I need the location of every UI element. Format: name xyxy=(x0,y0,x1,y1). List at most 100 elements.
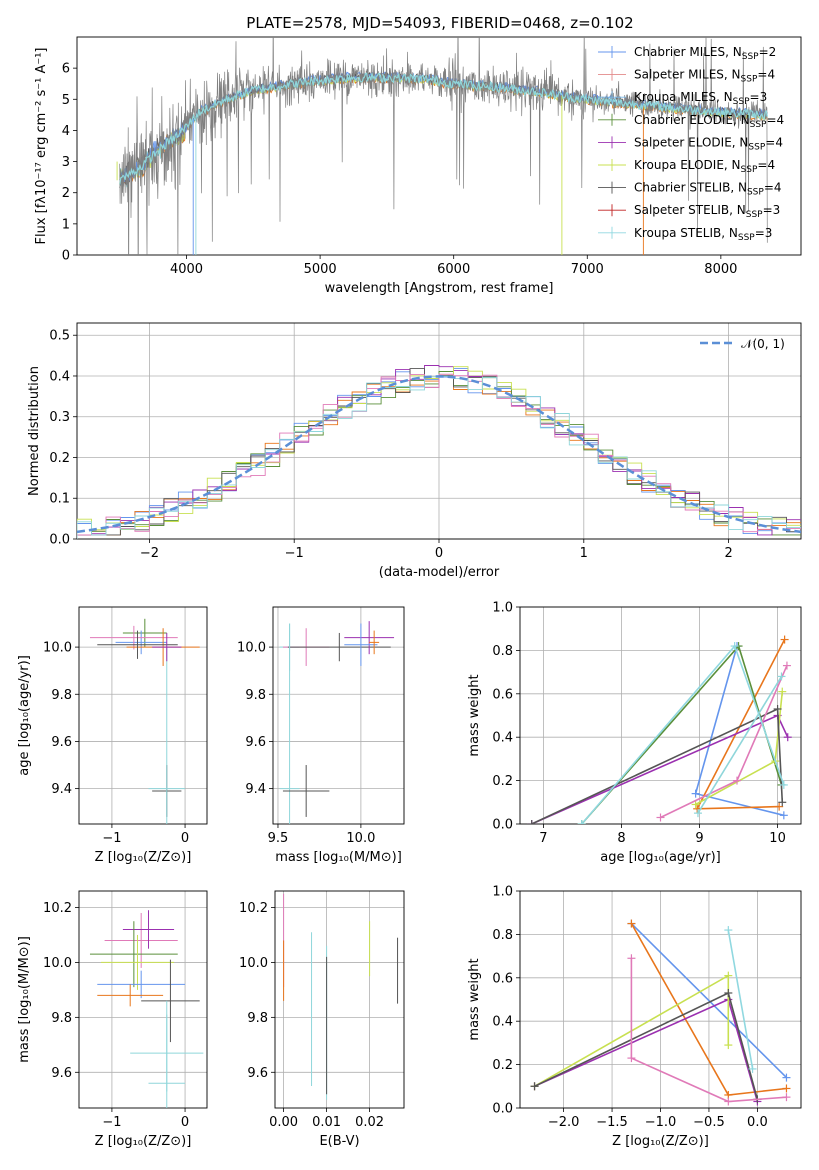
legend-entry: Kroupa ELODIE, NSSP=4 xyxy=(634,158,775,175)
legend-sub: SSP xyxy=(748,142,765,152)
mw_vs_Z-xtick-label: −1.0 xyxy=(645,1115,677,1130)
mw_vs_Z-frame xyxy=(519,890,802,1109)
mass_vs_Z-ytick-label: 10.0 xyxy=(43,956,72,971)
mass_vs_ebv-xtick-label: 0.02 xyxy=(355,1115,384,1130)
age_vs_Z-axes: −1 0 9.4 9.6 9.8 10.0 Z [log₁₀(Z/Z⊙)] age [log₁… xyxy=(17,606,208,865)
mw_vs_Z-ytick-label: 1.0 xyxy=(492,885,513,900)
age_vs_Z-ytick-label: 9.8 xyxy=(51,688,72,703)
legend-entry: Kroupa MILES, NSSP=3 xyxy=(634,90,767,107)
legend-tail: =4 xyxy=(764,181,782,195)
mass_vs_Z-ylabel: mass [log₁₀(M/M⊙)] xyxy=(17,936,32,1063)
spectrum-xtick-label: 8000 xyxy=(704,262,737,277)
mass_vs_ebv-ytick-label: 10.0 xyxy=(239,956,268,971)
residuals-ylabel: Normed distribution xyxy=(27,366,42,496)
best-fit-spectrum-line xyxy=(119,72,768,185)
mass-weight-line xyxy=(630,922,788,1079)
mw_vs_age-xtick-label: 8 xyxy=(617,831,625,846)
legend-entry: Chabrier ELODIE, NSSP=4 xyxy=(634,113,784,130)
residuals-frame xyxy=(76,322,802,540)
mass-weight-line xyxy=(581,644,783,824)
spectrum-ytick-label: 4 xyxy=(62,124,70,139)
spectrum-xlabel: wavelength [Angstrom, rest frame] xyxy=(325,281,554,296)
residuals-plot xyxy=(77,365,801,539)
legend-sub: SSP xyxy=(746,210,763,220)
age_vs_mass-frame xyxy=(272,606,405,825)
age_vs_mass-xlabel: mass [log₁₀(M/M⊙)] xyxy=(275,850,402,865)
age_vs_mass-plot xyxy=(279,621,395,824)
mw_vs_age-ytick-label: 0.8 xyxy=(492,644,513,659)
residual-histogram-step xyxy=(77,365,801,539)
spectrum-ytick-label: 0 xyxy=(62,249,70,264)
legend-sub: SSP xyxy=(733,97,750,107)
mass_vs_ebv-frame xyxy=(274,890,405,1109)
age_vs_Z-ytick-label: 10.0 xyxy=(43,641,72,656)
mw_vs_age-axes: 7 8 9 10 0.0 0.2 0.4 0.6 0.8 1.0 age [log₁₀(age/yr… xyxy=(467,601,802,865)
mass_vs_ebv-ytick-label: 9.6 xyxy=(247,1066,268,1081)
legend-tail: =4 xyxy=(765,135,783,149)
spectrum-xtick-label: 7000 xyxy=(571,262,604,277)
residuals-xtick-label: 2 xyxy=(724,546,732,561)
residuals-ytick-label: 0.2 xyxy=(49,451,70,466)
legend-tail: =3 xyxy=(750,90,768,104)
mass_vs_Z-plot xyxy=(89,910,204,1108)
residuals-ytick-label: 0.3 xyxy=(49,410,70,425)
legend-label: Salpeter MILES, N xyxy=(634,68,741,82)
age_vs_mass-ytick-label: 9.8 xyxy=(245,688,266,703)
mass_vs_Z-xtick-label: −1 xyxy=(102,1115,121,1130)
mass_vs_ebv-plot xyxy=(283,893,399,1100)
mass_vs_ebv-axes: 0.00 0.01 0.02 9.6 9.8 10.0 10.2 E(B-V) xyxy=(239,890,405,1149)
spectrum-ytick-label: 3 xyxy=(62,155,70,170)
mw_vs_age-plot xyxy=(527,635,792,824)
legend-entry: Chabrier STELIB, NSSP=4 xyxy=(634,181,782,198)
mw_vs_Z-xtick-label: −2.0 xyxy=(548,1115,580,1130)
mass-weight-line xyxy=(534,991,759,1100)
legend-sub: SSP xyxy=(747,188,764,198)
residuals-ytick-label: 0.1 xyxy=(49,492,70,507)
age_vs_mass-axes: 9.5 10.0 9.4 9.6 9.8 10.0 mass [log₁₀(M/M⊙)] xyxy=(237,606,405,865)
mw_vs_Z-ytick-label: 0.8 xyxy=(492,928,513,943)
spectrum-ytick-label: 2 xyxy=(62,186,70,201)
mw_vs_Z-ytick-label: 0.2 xyxy=(492,1058,513,1073)
legend-sub: SSP xyxy=(750,120,767,130)
age_vs_Z-ytick-label: 9.6 xyxy=(51,735,72,750)
mass_vs_Z-xtick-label: 0 xyxy=(181,1115,189,1130)
mw_vs_age-xtick-label: 9 xyxy=(695,831,703,846)
spectrum-xtick-label: 5000 xyxy=(304,262,337,277)
normal-curve xyxy=(77,375,801,534)
legend-label: Kroupa ELODIE, N xyxy=(634,158,741,172)
age_vs_mass-ytick-label: 9.6 xyxy=(245,735,266,750)
legend-label: Chabrier MILES, N xyxy=(634,45,742,59)
mw_vs_Z-xtick-label: 0.0 xyxy=(747,1115,768,1130)
age_vs_mass-xtick-label: 10.0 xyxy=(346,831,375,846)
mw_vs_Z-ylabel: mass weight xyxy=(467,958,482,1040)
age_vs_Z-xlabel: Z [log₁₀(Z/Z⊙)] xyxy=(95,850,192,865)
mw_vs_Z-xlabel: Z [log₁₀(Z/Z⊙)] xyxy=(612,1134,709,1149)
mw_vs_age-ytick-label: 0.0 xyxy=(492,818,513,833)
legend-tail: =3 xyxy=(763,203,781,217)
legend-sub: SSP xyxy=(742,52,759,62)
legend-label: Salpeter ELODIE, N xyxy=(634,135,748,149)
legend-sub: SSP xyxy=(741,165,758,175)
spectrum-ytick-label: 6 xyxy=(62,62,70,77)
residuals-xtick-label: 0 xyxy=(435,546,443,561)
age_vs_mass-ytick-label: 9.4 xyxy=(245,782,266,797)
legend-entry: Kroupa STELIB, NSSP=3 xyxy=(634,226,772,243)
age_vs_Z-xtick-label: 0 xyxy=(181,831,189,846)
mass_vs_Z-frame xyxy=(78,890,208,1109)
mw_vs_age-xlabel: age [log₁₀(age/yr)] xyxy=(600,850,721,865)
mass_vs_ebv-xlabel: E(B-V) xyxy=(319,1134,359,1149)
legend-label: Chabrier ELODIE, N xyxy=(634,113,750,127)
legend-label: Salpeter STELIB, N xyxy=(634,203,746,217)
legend-entry: Chabrier MILES, NSSP=2 xyxy=(634,45,776,62)
mass_vs_Z-xlabel: Z [log₁₀(Z/Z⊙)] xyxy=(95,1134,192,1149)
residuals-xlabel: (data-model)/error xyxy=(379,565,500,580)
residuals-ytick-label: 0.4 xyxy=(49,369,70,384)
mass-weight-line xyxy=(727,929,754,1070)
mass_vs_Z-axes: −1 0 9.6 9.8 10.0 10.2 Z [log₁₀(Z/Z⊙)] mass [lo… xyxy=(17,890,208,1149)
mw_vs_age-ytick-label: 0.6 xyxy=(492,687,513,702)
residuals-xtick-label: −2 xyxy=(140,546,159,561)
age_vs_Z-xtick-label: −1 xyxy=(102,831,121,846)
